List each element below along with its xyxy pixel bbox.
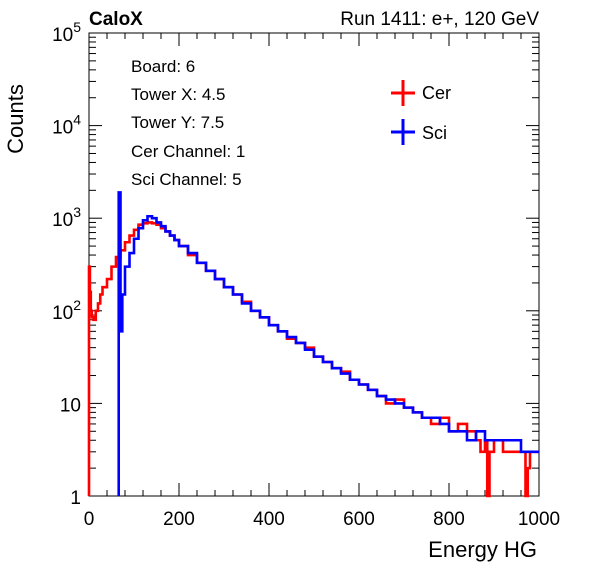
x-tick-label: 1000 [518, 509, 560, 530]
run-label: Run 1411: e+, 120 GeV [340, 9, 539, 30]
x-tick-label: 400 [253, 509, 285, 530]
x-tick-label: 800 [433, 509, 465, 530]
info-sci-channel: Sci Channel: 5 [131, 170, 242, 189]
x-tick-label: 200 [163, 509, 195, 530]
series-line-cer [87, 221, 539, 498]
y-tick-label: 1 [70, 488, 81, 509]
y-tick-label: 102 [52, 297, 81, 324]
legend-label-cer: Cer [422, 83, 451, 103]
y-axis: 1 10 102 103 104 105 [52, 19, 539, 509]
y-tick-label: 10 [60, 395, 81, 416]
legend-marker-sci [391, 119, 415, 145]
series-layer [87, 191, 539, 498]
y-axis-title: Counts [3, 84, 28, 154]
info-tower-y: Tower Y: 7.5 [131, 113, 224, 132]
info-box: Board: 6 Tower X: 4.5 Tower Y: 7.5 Cer C… [131, 57, 245, 189]
legend-marker-cer [391, 80, 415, 106]
x-axis: 0 200 400 600 800 1000 [84, 33, 560, 530]
info-cer-channel: Cer Channel: 1 [131, 142, 245, 161]
y-tick-label: 103 [52, 204, 81, 231]
legend: Cer Sci [391, 80, 451, 145]
y-tick-label: 104 [52, 112, 81, 139]
series-line-sci [117, 191, 539, 496]
info-board: Board: 6 [131, 57, 195, 76]
plot-frame [88, 32, 540, 497]
y-tick-label: 105 [52, 19, 81, 46]
info-tower-x: Tower X: 4.5 [131, 85, 226, 104]
x-tick-label: 0 [84, 509, 95, 530]
x-axis-title: Energy HG [428, 537, 537, 562]
x-tick-label: 600 [343, 509, 375, 530]
legend-label-sci: Sci [422, 123, 447, 143]
experiment-label: CaloX [89, 9, 143, 30]
